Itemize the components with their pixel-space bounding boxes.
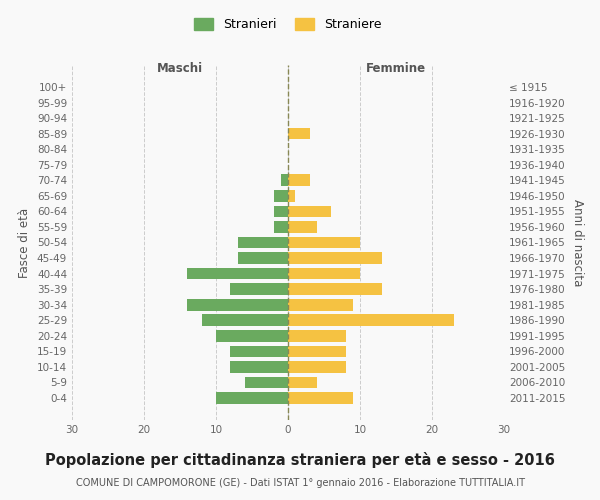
Bar [216, 392, 288, 404]
Bar [230, 284, 288, 295]
Bar [288, 284, 382, 295]
Bar [288, 174, 310, 186]
Bar [281, 174, 288, 186]
Bar [238, 252, 288, 264]
Text: Maschi: Maschi [157, 62, 203, 74]
Bar [288, 190, 295, 202]
Bar [202, 314, 288, 326]
Legend: Stranieri, Straniere: Stranieri, Straniere [191, 14, 385, 35]
Bar [230, 361, 288, 373]
Bar [288, 376, 317, 388]
Bar [274, 190, 288, 202]
Y-axis label: Fasce di età: Fasce di età [19, 208, 31, 278]
Bar [238, 236, 288, 248]
Bar [288, 346, 346, 357]
Bar [288, 221, 317, 233]
Text: Femmine: Femmine [366, 62, 426, 74]
Bar [274, 206, 288, 217]
Bar [288, 128, 310, 140]
Bar [230, 346, 288, 357]
Text: COMUNE DI CAMPOMORONE (GE) - Dati ISTAT 1° gennaio 2016 - Elaborazione TUTTITALI: COMUNE DI CAMPOMORONE (GE) - Dati ISTAT … [76, 478, 524, 488]
Bar [288, 206, 331, 217]
Bar [288, 268, 360, 280]
Bar [216, 330, 288, 342]
Y-axis label: Anni di nascita: Anni di nascita [571, 199, 584, 286]
Bar [187, 299, 288, 310]
Bar [245, 376, 288, 388]
Bar [288, 236, 360, 248]
Bar [187, 268, 288, 280]
Bar [288, 361, 346, 373]
Bar [288, 330, 346, 342]
Bar [288, 392, 353, 404]
Bar [288, 314, 454, 326]
Bar [288, 252, 382, 264]
Bar [288, 299, 353, 310]
Bar [274, 221, 288, 233]
Text: Popolazione per cittadinanza straniera per età e sesso - 2016: Popolazione per cittadinanza straniera p… [45, 452, 555, 468]
